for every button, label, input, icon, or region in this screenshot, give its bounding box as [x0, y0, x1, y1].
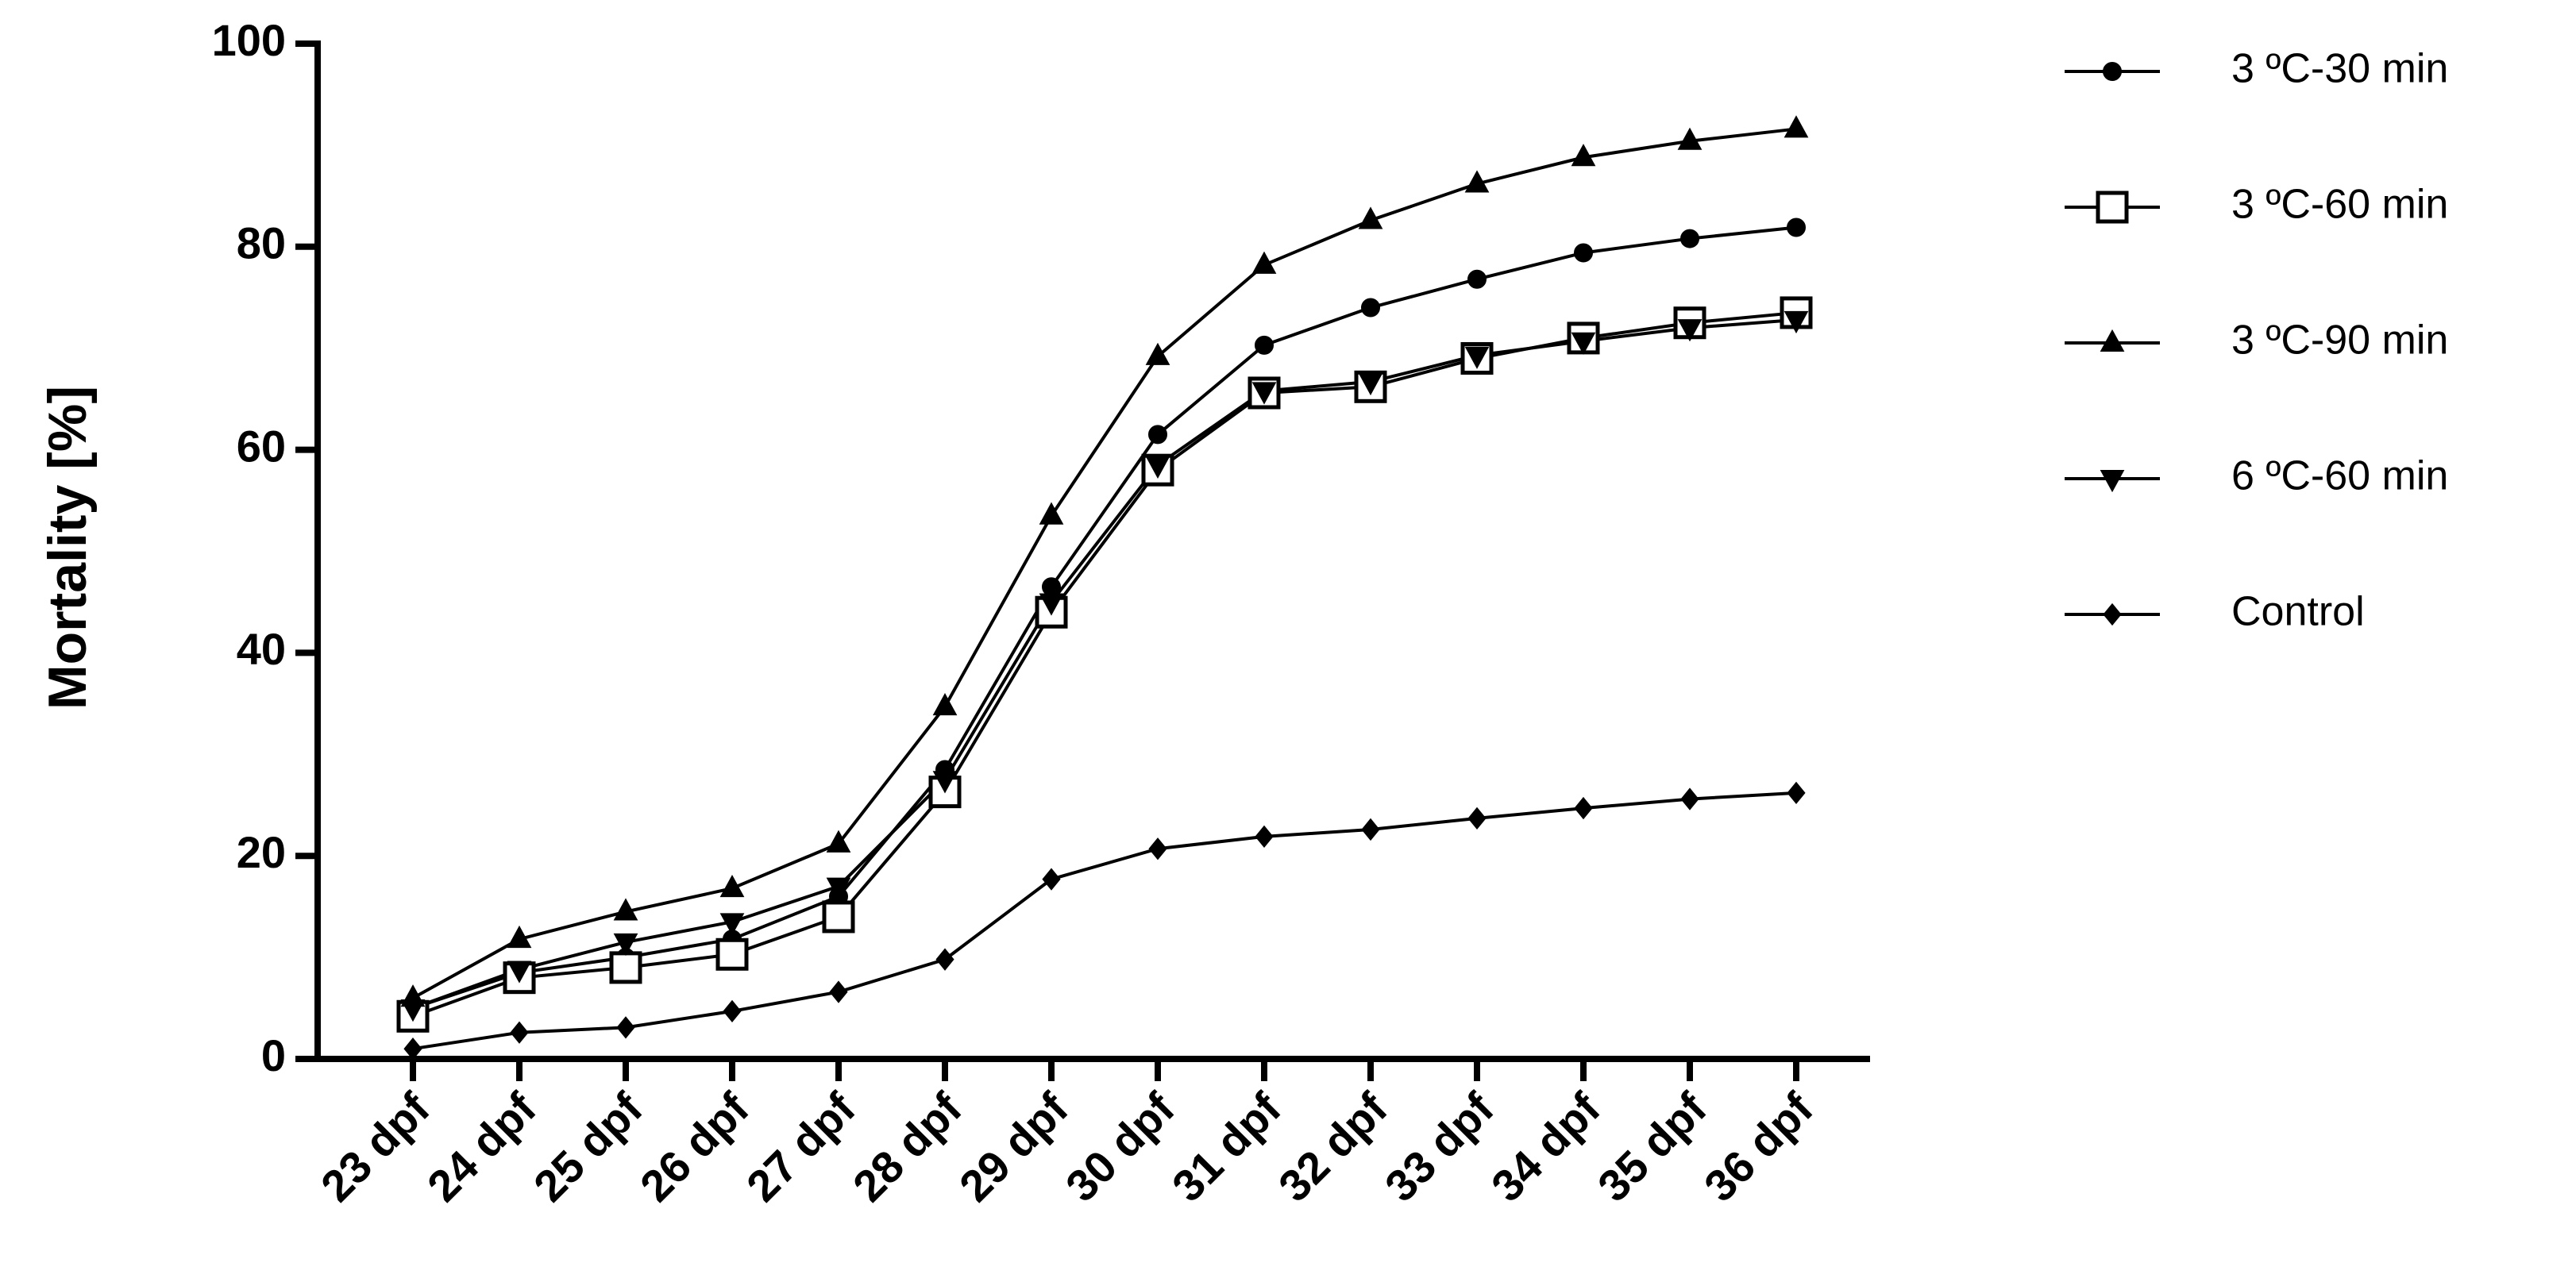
data-point: [1251, 382, 1277, 405]
y-tick-label: 20: [237, 827, 286, 877]
legend-marker: [2100, 470, 2125, 493]
data-point: [932, 771, 958, 794]
data-point: [1042, 868, 1061, 891]
data-point: [1042, 577, 1061, 597]
x-tick-label: 28 dpf: [843, 1083, 971, 1211]
data-point: [507, 961, 532, 984]
x-tick-label: 33 dpf: [1375, 1083, 1503, 1211]
data-point: [1361, 818, 1380, 841]
data-point: [932, 693, 958, 716]
y-tick-label: 100: [212, 15, 286, 65]
data-point: [1784, 310, 1809, 334]
data-point: [1251, 251, 1277, 274]
data-point: [1787, 781, 1806, 805]
x-tick-label: 30 dpf: [1056, 1083, 1184, 1211]
x-tick-label: 25 dpf: [524, 1083, 652, 1211]
data-point: [723, 999, 742, 1023]
data-point: [822, 900, 855, 934]
legend-label: 3 ºC-30 min: [2231, 46, 2448, 92]
data-point: [609, 951, 642, 984]
legend-label: Control: [2231, 589, 2365, 635]
data-point: [1680, 229, 1699, 248]
data-point: [1358, 206, 1383, 229]
data-point: [826, 830, 851, 853]
data-point: [1361, 298, 1380, 318]
series-line: [412, 791, 1797, 1051]
y-tick-label: 0: [261, 1030, 286, 1080]
x-tick-label: 31 dpf: [1163, 1083, 1290, 1211]
series-line: [412, 318, 1797, 1010]
y-tick-label: 80: [237, 218, 286, 268]
x-tick-label: 26 dpf: [631, 1083, 758, 1211]
data-point: [1571, 332, 1596, 355]
data-point: [1255, 825, 1274, 849]
data-point: [1680, 787, 1699, 810]
data-point: [1787, 218, 1806, 237]
data-point: [403, 1038, 422, 1061]
data-point: [1677, 127, 1703, 150]
data-point: [1574, 243, 1593, 263]
x-tick-label: 32 dpf: [1269, 1083, 1397, 1211]
legend-label: 6 ºC-60 min: [2231, 453, 2448, 499]
x-tick-label: 34 dpf: [1482, 1083, 1610, 1211]
data-point: [1464, 170, 1490, 193]
legend-marker: [2103, 603, 2122, 626]
x-tick-label: 36 dpf: [1695, 1083, 1822, 1211]
x-tick-label: 29 dpf: [950, 1083, 1078, 1211]
data-point: [829, 980, 848, 1003]
data-point: [613, 898, 638, 921]
legend-label: 3 ºC-60 min: [2231, 182, 2448, 228]
data-point: [1784, 115, 1809, 138]
series-line: [412, 225, 1797, 1010]
x-tick-label: 23 dpf: [311, 1083, 439, 1211]
data-point: [1467, 269, 1487, 289]
data-point: [935, 948, 954, 971]
data-point: [1574, 796, 1593, 820]
data-point: [1145, 456, 1170, 479]
data-point: [1148, 425, 1167, 445]
y-axis-label: Mortality [%]: [37, 386, 98, 710]
data-point: [1148, 837, 1167, 860]
y-tick-label: 60: [237, 421, 286, 471]
legend-marker: [2103, 62, 2122, 81]
data-point: [613, 933, 638, 957]
data-point: [1571, 144, 1596, 167]
data-point: [1145, 342, 1170, 365]
data-point: [719, 913, 745, 936]
y-tick-label: 40: [237, 624, 286, 674]
data-point: [826, 877, 851, 900]
data-point: [1677, 319, 1703, 342]
x-tick-label: 35 dpf: [1588, 1083, 1716, 1211]
series-line: [412, 127, 1797, 1000]
legend-label: 3 ºC-90 min: [2231, 318, 2448, 364]
legend-marker: [2100, 329, 2125, 352]
x-tick-label: 24 dpf: [418, 1083, 546, 1211]
x-tick-label: 27 dpf: [737, 1083, 865, 1211]
series-line: [412, 310, 1797, 1018]
data-point: [1039, 593, 1064, 616]
data-point: [719, 874, 745, 898]
data-point: [1255, 335, 1274, 355]
data-point: [510, 1021, 529, 1044]
legend-marker: [2096, 191, 2129, 224]
data-point: [507, 925, 532, 949]
data-point: [715, 937, 749, 971]
data-point: [1039, 502, 1064, 525]
data-point: [400, 999, 426, 1022]
data-point: [1358, 372, 1383, 396]
data-point: [1467, 807, 1487, 830]
data-point: [616, 1016, 635, 1039]
data-point: [1464, 346, 1490, 369]
